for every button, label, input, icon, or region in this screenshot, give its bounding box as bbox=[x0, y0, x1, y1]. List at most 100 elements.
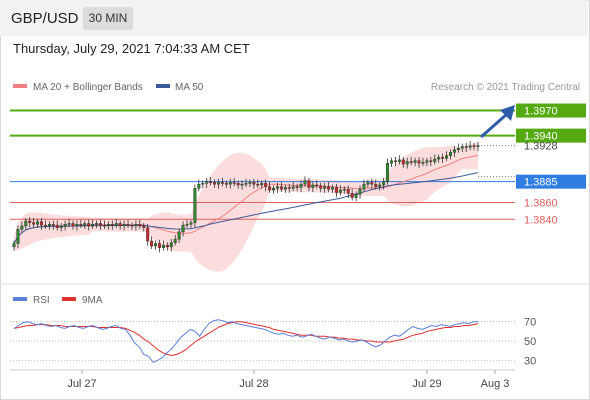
candle-body bbox=[87, 223, 91, 227]
candle-body bbox=[370, 182, 374, 185]
candle-body bbox=[346, 188, 350, 194]
candle-body bbox=[43, 224, 47, 227]
candle-body bbox=[20, 225, 24, 230]
candle-body bbox=[445, 155, 449, 159]
candle-body bbox=[193, 188, 197, 223]
candle-body bbox=[472, 145, 476, 147]
x-tick-label: Jul 29 bbox=[412, 378, 441, 390]
bollinger-legend-label: MA 20 + Bollinger Bands bbox=[33, 82, 143, 93]
candle-body bbox=[323, 186, 327, 189]
candle-body bbox=[102, 224, 106, 227]
candle-body bbox=[464, 146, 468, 148]
candle-body bbox=[205, 181, 209, 184]
candle-body bbox=[350, 193, 354, 198]
timeframe-button[interactable]: 30 MIN bbox=[83, 7, 133, 30]
x-tick-label: Jul 28 bbox=[239, 378, 268, 390]
ma9-legend-label: 9MA bbox=[82, 295, 103, 306]
candle-body bbox=[405, 161, 409, 165]
candle-body bbox=[362, 183, 366, 190]
bollinger-band-fill bbox=[14, 142, 478, 272]
candle-body bbox=[327, 186, 331, 190]
rsi-panel: 70 50 30 bbox=[10, 317, 536, 367]
candle-body bbox=[437, 157, 441, 160]
candle-body bbox=[32, 222, 36, 225]
forecast-arrow bbox=[480, 105, 515, 139]
candle-body bbox=[283, 187, 287, 190]
candle-body bbox=[213, 182, 217, 185]
rsi-legend-swatch bbox=[13, 297, 27, 301]
candle-body bbox=[275, 186, 279, 189]
candle-body bbox=[256, 183, 260, 186]
candle-body bbox=[40, 221, 44, 226]
candle-body bbox=[421, 162, 425, 164]
price-levels bbox=[10, 109, 515, 220]
candle-body bbox=[342, 188, 346, 191]
candle-body bbox=[382, 181, 386, 186]
candle-body bbox=[216, 182, 220, 185]
rsi-legend-label: RSI bbox=[33, 295, 50, 306]
price-label-bg-1.3940 bbox=[516, 128, 586, 143]
candle-body bbox=[75, 224, 79, 227]
candle-body bbox=[236, 183, 240, 186]
price-label-bg-1.3885 bbox=[516, 174, 586, 189]
candle-body bbox=[456, 147, 460, 151]
candle-body bbox=[154, 243, 158, 247]
candle-body bbox=[303, 180, 307, 185]
candle-body bbox=[354, 193, 358, 198]
candle-body bbox=[287, 187, 291, 189]
candle-body bbox=[185, 224, 189, 226]
candle-body bbox=[158, 243, 161, 248]
candle-body bbox=[110, 224, 114, 226]
symbol-label: GBP/USD bbox=[11, 10, 79, 27]
bollinger-band bbox=[14, 142, 478, 272]
candle-body bbox=[161, 244, 165, 248]
candle-body bbox=[272, 188, 276, 191]
candle-body bbox=[460, 146, 464, 149]
candle-body bbox=[51, 224, 55, 226]
candle-body bbox=[16, 229, 20, 244]
candle-body bbox=[244, 183, 248, 185]
candle-body bbox=[260, 183, 264, 186]
candle-body bbox=[28, 220, 32, 223]
candle-body bbox=[393, 160, 397, 162]
candle-body bbox=[279, 186, 283, 190]
candle-body bbox=[189, 222, 193, 225]
price-label-1.3940: 1.3940 bbox=[524, 131, 558, 143]
candle-body bbox=[268, 186, 272, 191]
candle-body bbox=[224, 183, 228, 185]
candle-body bbox=[232, 182, 236, 184]
candle-body bbox=[452, 149, 456, 153]
candle-body bbox=[146, 227, 150, 242]
candle-body bbox=[122, 224, 126, 227]
price-label-1.3860: 1.3860 bbox=[524, 198, 558, 210]
candle-body bbox=[315, 184, 319, 187]
candle-body bbox=[201, 183, 205, 185]
ma9-legend-swatch bbox=[62, 297, 76, 301]
ma9-line bbox=[13, 321, 479, 357]
candle-body bbox=[319, 185, 323, 189]
credit-label: Research © 2021 Trading Central bbox=[431, 82, 580, 93]
candle-body bbox=[252, 182, 256, 185]
candle-body bbox=[134, 224, 138, 227]
candle-body bbox=[63, 224, 67, 227]
candle-body bbox=[358, 188, 362, 195]
candle-body bbox=[79, 224, 83, 226]
candle-body bbox=[106, 224, 110, 227]
x-tick-label: Aug 3 bbox=[481, 378, 510, 390]
price-label-1.3928: 1.3928 bbox=[524, 141, 558, 153]
candle-body bbox=[374, 183, 378, 187]
candle-body bbox=[366, 182, 370, 185]
candle-body bbox=[55, 224, 59, 228]
candle-body bbox=[334, 187, 338, 193]
candle-body bbox=[181, 224, 185, 233]
price-label-1.3840: 1.3840 bbox=[524, 214, 558, 226]
candle-body bbox=[429, 160, 433, 162]
candle-body bbox=[130, 224, 134, 227]
candle-body bbox=[165, 244, 169, 248]
candle-body bbox=[114, 223, 118, 226]
forecast-arrow-head bbox=[500, 105, 515, 121]
price-label-1.3885: 1.3885 bbox=[524, 177, 558, 189]
candle-body bbox=[401, 159, 405, 165]
x-tick-label: Jul 27 bbox=[67, 378, 96, 390]
x-axis: Jul 27 Jul 28 Jul 29 Aug 3 bbox=[10, 369, 515, 390]
